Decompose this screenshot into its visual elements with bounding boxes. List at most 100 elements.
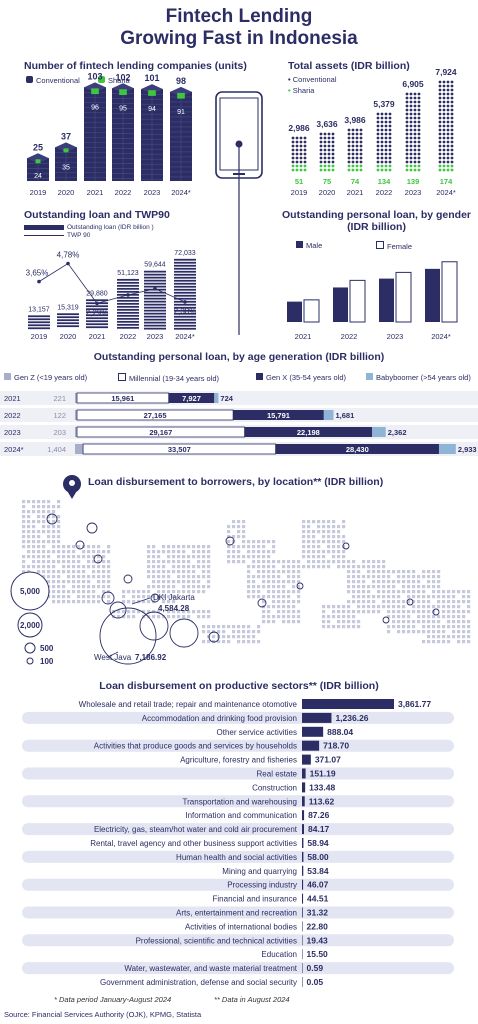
map-dot	[267, 615, 271, 619]
map-dot	[47, 575, 51, 579]
map-dot	[202, 550, 206, 554]
gender-year-label: 2024*	[431, 332, 451, 341]
loan-bar-stripe	[144, 294, 166, 297]
map-dot	[422, 605, 426, 609]
asset-dot	[442, 128, 446, 132]
map-dot	[327, 620, 331, 624]
map-dot	[332, 605, 336, 609]
map-dot	[27, 565, 31, 569]
map-dot	[337, 535, 341, 539]
map-dot	[437, 620, 441, 624]
asset-dot	[405, 92, 409, 96]
map-dot	[462, 610, 466, 614]
asset-dot	[299, 164, 303, 168]
map-dot	[202, 630, 206, 634]
asset-dot	[351, 160, 355, 164]
map-dot	[67, 575, 71, 579]
map-dot	[392, 625, 396, 629]
map-dot	[337, 530, 341, 534]
map-dot	[382, 595, 386, 599]
map-dot	[222, 625, 226, 629]
asset-dot	[299, 168, 303, 172]
asset-dot	[413, 148, 417, 152]
company-year-label: 2021	[87, 188, 104, 197]
asset-dot	[409, 148, 413, 152]
map-dot	[452, 610, 456, 614]
asset-dot	[355, 140, 359, 144]
map-dot	[432, 635, 436, 639]
map-dot	[37, 555, 41, 559]
map-dot	[302, 535, 306, 539]
map-dot	[402, 610, 406, 614]
asset-dot	[405, 160, 409, 164]
map-dot	[412, 620, 416, 624]
map-dot	[282, 570, 286, 574]
male-bar	[287, 301, 302, 322]
asset-dot	[380, 148, 384, 152]
map-dot	[262, 560, 266, 564]
asset-dot	[405, 144, 409, 148]
asset-dot	[319, 140, 323, 144]
map-dot	[392, 585, 396, 589]
map-dot	[232, 625, 236, 629]
map-dot	[437, 600, 441, 604]
map-dot	[47, 515, 51, 519]
map-dot	[42, 510, 46, 514]
map-dot	[197, 565, 201, 569]
loan-bar-stripe	[144, 315, 166, 318]
map-dot	[282, 565, 286, 569]
asset-dot	[438, 124, 442, 128]
location-bubble	[123, 574, 133, 584]
map-dot	[132, 590, 136, 594]
loan-bar-stripe	[144, 285, 166, 288]
map-dot	[252, 595, 256, 599]
map-dot	[337, 555, 341, 559]
map-dot	[412, 600, 416, 604]
map-dot	[162, 560, 166, 564]
map-dot	[267, 610, 271, 614]
map-dot	[427, 575, 431, 579]
asset-dot	[319, 168, 323, 172]
map-dot	[307, 520, 311, 524]
map-dot	[42, 530, 46, 534]
sector-value-label: 151.19	[310, 769, 336, 779]
loan-value-label: 13,157	[28, 306, 50, 313]
map-dot	[122, 615, 126, 619]
map-dot	[152, 575, 156, 579]
map-dot	[27, 535, 31, 539]
map-dot	[397, 620, 401, 624]
asset-dot	[413, 132, 417, 136]
asset-dot	[446, 144, 450, 148]
map-dot	[292, 615, 296, 619]
legend-conventional: Conventional	[26, 76, 80, 85]
map-dot	[267, 580, 271, 584]
gender-title: Outstanding personal loan, by gender (IDR…	[282, 209, 472, 233]
asset-dot	[299, 140, 303, 144]
legend-assets-sharia: • Sharia	[288, 86, 315, 95]
map-dot	[182, 570, 186, 574]
map-dot	[307, 540, 311, 544]
asset-dot	[413, 108, 417, 112]
map-dot	[42, 500, 46, 504]
map-dot	[237, 630, 241, 634]
loan-bar-stripe	[117, 284, 139, 287]
asset-dot	[331, 152, 335, 156]
asset-dot	[291, 152, 295, 156]
map-dot	[247, 585, 251, 589]
asset-dot	[409, 112, 413, 116]
asset-dot	[450, 152, 454, 156]
loan-bar-stripe	[117, 320, 139, 323]
map-dot	[277, 600, 281, 604]
asset-dot	[295, 152, 299, 156]
asset-dot	[450, 120, 454, 124]
asset-dot	[438, 88, 442, 92]
map-dot	[397, 610, 401, 614]
map-dot	[107, 565, 111, 569]
location-bubble	[101, 591, 115, 605]
map-dot	[427, 580, 431, 584]
map-dot	[267, 590, 271, 594]
sector-name: Transportation and warehousing	[183, 797, 297, 806]
map-dot	[37, 520, 41, 524]
map-dot	[197, 555, 201, 559]
map-dot	[197, 575, 201, 579]
